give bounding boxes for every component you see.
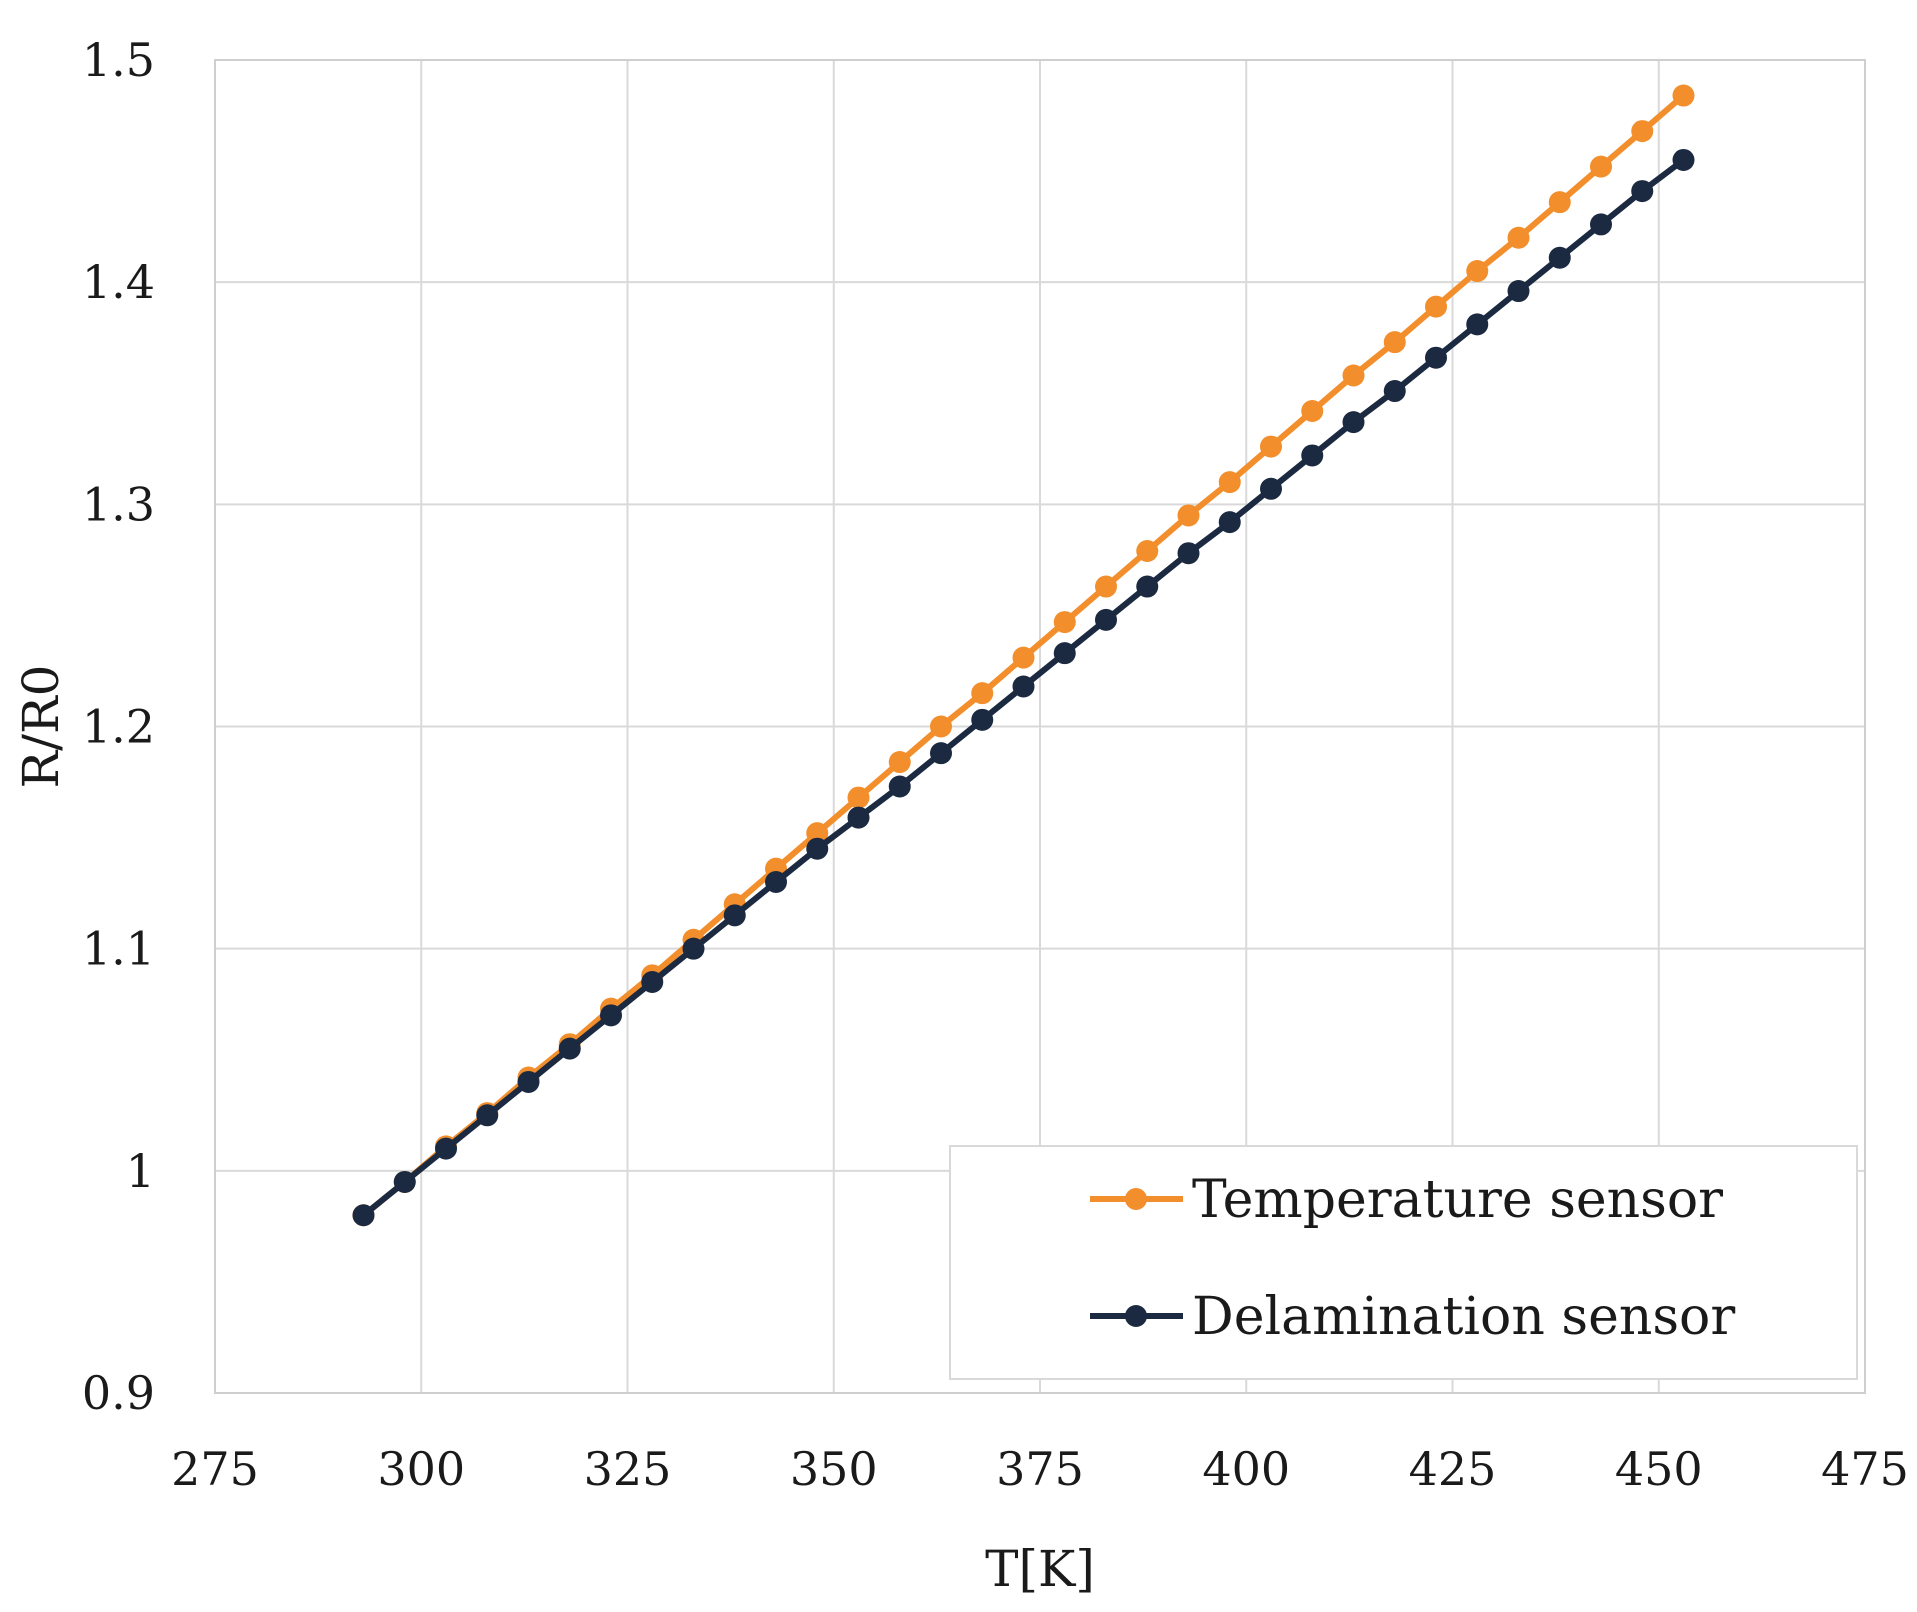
y-tick-label: 1.4 <box>82 255 155 309</box>
data-point <box>1342 364 1365 387</box>
data-point <box>1095 608 1117 631</box>
series-temperature-sensor <box>352 84 1695 1227</box>
x-axis-title: T[K] <box>985 1540 1095 1598</box>
x-tick-label: 375 <box>996 1442 1084 1496</box>
x-tick-label: 425 <box>1409 1442 1497 1496</box>
y-tick-label: 1 <box>126 1144 155 1198</box>
x-tick-label: 350 <box>790 1442 878 1496</box>
legend-label: Temperature sensor <box>1192 1170 1723 1230</box>
data-point <box>1425 295 1447 318</box>
data-point <box>1507 226 1530 249</box>
data-point <box>1631 120 1654 143</box>
data-point <box>517 1070 540 1093</box>
data-point <box>1177 542 1200 565</box>
data-point <box>806 822 829 845</box>
data-point <box>1012 646 1035 669</box>
data-point <box>806 837 829 860</box>
data-point <box>1425 346 1447 369</box>
data-point <box>1507 280 1530 303</box>
y-axis-ticks: 0.9 1 1.1 1.2 1.3 1.4 1.5 <box>82 33 155 1420</box>
data-point <box>1053 642 1076 665</box>
legend-items: Temperature sensor Delamination sensor <box>1090 1170 1735 1347</box>
y-tick-label: 1.1 <box>82 922 155 976</box>
data-point <box>1383 380 1406 403</box>
legend: Temperature sensor Delamination sensor <box>949 1145 1858 1380</box>
data-point <box>1136 575 1159 598</box>
data-point <box>1301 400 1324 423</box>
legend-label: Delamination sensor <box>1192 1287 1735 1347</box>
data-point <box>1672 84 1695 107</box>
grid <box>214 59 1866 1394</box>
legend-marker <box>1125 1188 1147 1210</box>
x-tick-label: 450 <box>1615 1442 1703 1496</box>
series-layer <box>352 84 1695 1227</box>
y-tick-label: 0.9 <box>82 1366 155 1420</box>
data-point <box>888 751 911 774</box>
data-point <box>1260 477 1282 500</box>
x-tick-label: 475 <box>1821 1442 1909 1496</box>
legend-box <box>949 1145 1858 1380</box>
data-point <box>930 715 952 738</box>
data-point <box>435 1137 457 1160</box>
y-tick-label: 1.3 <box>82 477 155 531</box>
x-tick-label: 275 <box>171 1442 259 1496</box>
y-axis-title: R/R0 <box>12 665 70 789</box>
data-point <box>1631 180 1654 203</box>
data-point <box>847 786 870 809</box>
data-point <box>971 708 994 731</box>
data-point <box>1053 611 1076 634</box>
data-point <box>1218 471 1241 494</box>
data-point <box>558 1037 581 1060</box>
data-point <box>1466 313 1489 336</box>
plot-area-frame <box>214 59 1866 1394</box>
data-point <box>1218 511 1241 534</box>
data-point <box>1342 411 1365 434</box>
data-point <box>930 742 952 765</box>
series-delamination-sensor <box>352 148 1695 1227</box>
x-tick-label: 325 <box>584 1442 672 1496</box>
data-point <box>1136 539 1159 562</box>
data-point <box>1301 444 1324 467</box>
y-tick-label: 1.2 <box>82 700 155 754</box>
data-point <box>971 682 994 705</box>
data-point <box>1466 260 1489 283</box>
data-point <box>393 1170 416 1193</box>
data-point <box>888 775 911 798</box>
data-point <box>682 937 705 960</box>
data-point <box>1590 213 1612 236</box>
data-point <box>723 904 746 927</box>
x-tick-label: 400 <box>1202 1442 1290 1496</box>
data-point <box>1383 331 1406 354</box>
data-point <box>641 970 664 993</box>
data-point <box>600 1004 622 1027</box>
data-point <box>847 806 870 829</box>
data-point <box>1590 155 1612 178</box>
y-tick-label: 1.5 <box>82 33 155 87</box>
legend-marker <box>1125 1305 1147 1327</box>
data-point <box>765 871 787 894</box>
x-axis-ticks: 275 300 325 350 375 400 425 450 475 <box>171 1442 1909 1496</box>
data-point <box>1548 246 1571 269</box>
data-point <box>1177 504 1200 527</box>
data-point <box>1672 148 1695 171</box>
data-point <box>1260 435 1282 458</box>
data-point <box>352 1204 375 1227</box>
data-point <box>1095 575 1117 598</box>
data-point <box>1548 191 1571 214</box>
x-tick-label: 300 <box>377 1442 465 1496</box>
data-point <box>1012 675 1035 698</box>
data-point <box>476 1104 499 1127</box>
